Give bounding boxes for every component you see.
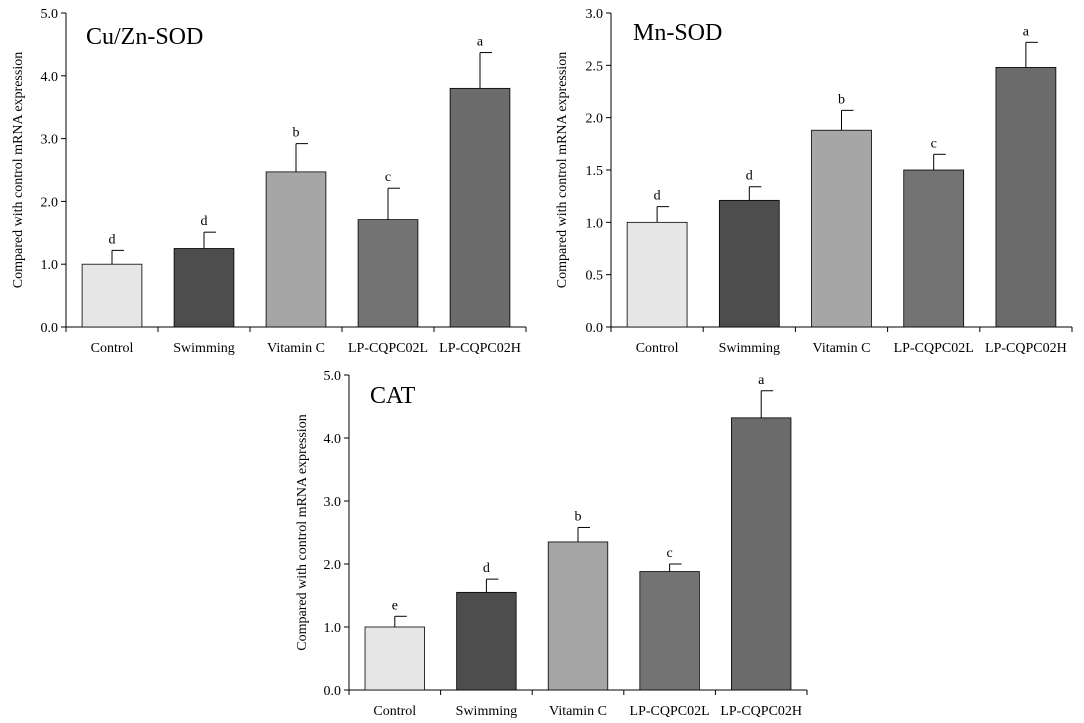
bar-lp-cqpc02l: [357, 219, 419, 328]
y-tick-label: 5.0: [324, 369, 342, 384]
x-category-label: Vitamin C: [267, 341, 325, 356]
y-tick-label: 2.0: [324, 558, 342, 573]
x-category-label: LP-CQPC02H: [439, 341, 521, 356]
y-tick-label: 0.0: [586, 321, 604, 336]
significance-letter: c: [666, 546, 672, 561]
bar-swimming: [718, 199, 780, 328]
significance-letter: b: [838, 92, 845, 107]
y-tick-label: 5.0: [41, 7, 59, 22]
bar-lp-cqpc02h: [731, 417, 792, 691]
bar-control: [81, 263, 143, 328]
y-tick-label: 0.0: [324, 684, 342, 699]
bar-vitamin-c: [547, 541, 609, 691]
significance-letter: c: [931, 136, 937, 151]
x-category-label: Vitamin C: [549, 704, 607, 719]
chart-panel-mn-sod: 0.0 0.5 1.0 1.5 2.0 2.5 3.0 d Control d Swimming b V…: [555, 7, 1073, 356]
x-category-label: LP-CQPC02L: [894, 341, 974, 356]
x-category-label: LP-CQPC02L: [630, 704, 710, 719]
y-tick-label: 1.5: [586, 164, 604, 179]
chart-title: Cu/Zn-SOD: [86, 24, 203, 50]
y-tick-label: 2.0: [41, 195, 59, 210]
significance-letter: b: [293, 126, 300, 141]
bar-swimming: [173, 248, 235, 328]
y-tick-label: 0.0: [41, 321, 59, 336]
y-axis-label: Compared with control mRNA expression: [11, 52, 26, 288]
chart-panel-cat: 0.0 1.0 2.0 3.0 4.0 5.0 e Control d Swimming b Vita…: [295, 369, 808, 719]
y-tick-label: 1.0: [324, 621, 342, 636]
bar-lp-cqpc02h: [449, 87, 511, 328]
bar-lp-cqpc02h: [995, 67, 1057, 328]
y-tick-label: 0.5: [586, 269, 604, 284]
x-category-label: LP-CQPC02H: [985, 341, 1067, 356]
y-axis-label: Compared with control mRNA expression: [295, 414, 310, 650]
y-tick-label: 1.0: [586, 216, 604, 231]
x-category-label: Swimming: [456, 704, 517, 719]
chart-title: CAT: [370, 383, 416, 409]
bar-lp-cqpc02l: [903, 169, 965, 328]
significance-letter: a: [758, 373, 765, 388]
y-tick-label: 3.0: [41, 133, 59, 148]
y-tick-label: 4.0: [41, 70, 59, 85]
y-tick-label: 2.0: [586, 112, 604, 127]
bar-control: [364, 626, 425, 691]
bar-control: [626, 221, 688, 328]
x-category-label: LP-CQPC02L: [348, 341, 428, 356]
significance-letter: a: [1023, 24, 1030, 39]
x-category-label: LP-CQPC02H: [720, 704, 802, 719]
x-category-label: Control: [91, 341, 134, 356]
significance-letter: e: [392, 598, 398, 613]
chart-panel-cuzn-sod: 0.0 1.0 2.0 3.0 4.0 5.0 d Control d Swimming b Vita…: [11, 7, 527, 356]
bar-vitamin-c: [265, 171, 327, 328]
x-category-label: Control: [636, 341, 679, 356]
y-tick-label: 3.0: [324, 495, 342, 510]
y-tick-label: 4.0: [324, 432, 342, 447]
significance-letter: b: [575, 509, 582, 524]
significance-letter: d: [483, 561, 490, 576]
x-category-label: Swimming: [173, 341, 234, 356]
chart-title: Mn-SOD: [633, 20, 722, 46]
bar-vitamin-c: [811, 129, 872, 328]
y-tick-label: 3.0: [586, 7, 604, 22]
x-category-label: Swimming: [719, 341, 780, 356]
significance-letter: c: [385, 170, 391, 185]
significance-letter: d: [201, 214, 208, 229]
bar-lp-cqpc02l: [639, 571, 700, 691]
significance-letter: a: [477, 35, 484, 50]
y-tick-label: 2.5: [586, 59, 604, 74]
significance-letter: d: [109, 232, 116, 247]
significance-letter: d: [746, 169, 753, 184]
x-category-label: Vitamin C: [813, 341, 871, 356]
significance-letter: d: [654, 189, 661, 204]
y-tick-label: 1.0: [41, 258, 59, 273]
y-axis-label: Compared with control mRNA expression: [555, 52, 570, 288]
x-category-label: Control: [373, 704, 416, 719]
bar-swimming: [456, 591, 517, 691]
